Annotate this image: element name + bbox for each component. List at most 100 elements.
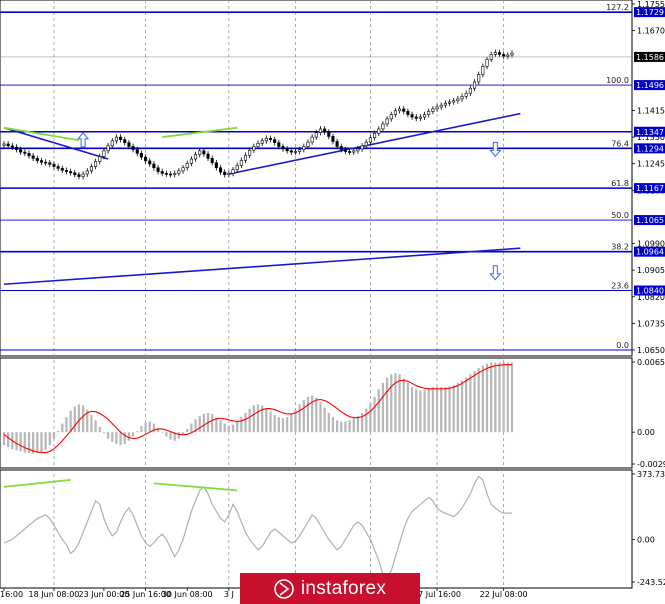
oscillator-divergence-line [153, 482, 238, 492]
macd-histogram-bar [465, 377, 468, 433]
candle-body [181, 167, 185, 172]
candle-body [448, 101, 452, 104]
fib-level-label: 38.2 [611, 243, 629, 252]
candle-body [327, 131, 331, 137]
candle-body [31, 155, 35, 159]
macd-histogram-bar [381, 382, 385, 433]
candle-body [148, 160, 152, 165]
macd-tick-label: -0.00297 [637, 460, 665, 469]
macd-axis: 0.00655 0.00 -0.00297 [632, 358, 665, 469]
candle-body [223, 171, 227, 175]
candle-body [260, 140, 264, 144]
oscillator-tick-label: -243.5270 [637, 578, 665, 587]
candle-body [381, 123, 385, 130]
macd-histogram-bar [123, 432, 126, 444]
macd-histogram-bar [211, 413, 214, 433]
macd-histogram-bar [27, 432, 31, 454]
candle-body [423, 114, 427, 118]
candle-body [331, 136, 335, 142]
candle-body [85, 170, 89, 175]
macd-histogram-bar [36, 432, 39, 454]
candle-body [493, 52, 497, 55]
candle-body [218, 167, 223, 173]
candle-body [144, 156, 148, 162]
candle-body [39, 160, 44, 163]
candle-body [293, 151, 298, 153]
macd-histogram-bar [273, 415, 276, 433]
candle-body [27, 153, 31, 157]
candle-body [402, 108, 406, 112]
candle-body [14, 146, 19, 150]
macd-histogram-bar [348, 420, 351, 433]
macd-histogram-bar [352, 418, 355, 433]
macd-histogram-bar [161, 432, 164, 433]
brand-banner[interactable]: instaforex [240, 573, 420, 604]
candle-body [110, 140, 114, 147]
candle-body [94, 161, 98, 167]
macd-histogram-bar [81, 405, 85, 433]
candle-body [235, 164, 239, 170]
candle-body [264, 138, 268, 142]
candle-body [19, 149, 23, 153]
macd-histogram-bar [410, 387, 414, 433]
candle-body [456, 98, 460, 102]
candle-body [152, 163, 156, 169]
macd-histogram-bar [32, 432, 35, 454]
candle-body [443, 102, 447, 106]
candle-body [139, 153, 143, 158]
candle-body [385, 118, 389, 125]
candle-body [114, 136, 118, 142]
macd-histogram-bar [423, 389, 426, 433]
macd-histogram-bar [360, 412, 364, 433]
macd-histogram-bar [390, 374, 393, 433]
macd-histogram-bar [306, 396, 310, 433]
candle-body [127, 142, 131, 147]
candle-body [185, 163, 189, 169]
candle-body [252, 146, 256, 151]
price-level-tag [634, 285, 665, 296]
candle-body [477, 74, 481, 83]
macd-indicator [2, 362, 514, 454]
time-tick-label: 16:00 [0, 590, 23, 599]
price-tick-label: 1.1755 [637, 0, 665, 9]
macd-histogram-bar [131, 432, 135, 437]
candle-body [248, 149, 252, 156]
candle-body [6, 143, 10, 147]
candle-body [177, 170, 181, 174]
candle-body [360, 145, 364, 150]
macd-histogram-bar [223, 423, 226, 433]
macd-histogram-bar [169, 432, 172, 440]
time-tick-label: 3 J [224, 590, 234, 599]
macd-histogram-bar [265, 408, 268, 433]
candle-body [10, 145, 14, 148]
macd-histogram-bar [290, 413, 293, 433]
candle-body [56, 166, 60, 169]
macd-histogram-bar [340, 421, 343, 433]
oscillator-tick-label: 0.00 [637, 535, 655, 544]
price-level-tag-label: 1.1167 [636, 184, 664, 193]
price-level-tag-label: 1.1065 [636, 216, 664, 225]
candle-body [198, 150, 202, 155]
candle-body [256, 143, 260, 147]
candle-body [431, 108, 435, 112]
candle-body [2, 143, 6, 146]
macd-histogram-bar [215, 417, 218, 433]
macd-histogram-bar [56, 431, 60, 433]
candle-body [48, 162, 52, 165]
macd-histogram-bar [165, 432, 168, 437]
candle-body [189, 158, 193, 164]
macd-histogram-bar [106, 432, 110, 439]
macd-panel-frame [0, 357, 633, 469]
candle-body [243, 154, 248, 161]
macd-histogram-bar [202, 413, 206, 433]
candle-body [194, 154, 198, 160]
green-divergence-line [3, 126, 80, 142]
price-level-tag-label: 1.1496 [636, 81, 664, 90]
macd-histogram-bar [510, 362, 514, 433]
candle-body [298, 149, 302, 152]
candle-body [156, 167, 160, 172]
price-level-tag-label: 1.0964 [636, 248, 664, 257]
macd-histogram-bar [69, 410, 72, 433]
price-tick-label: 1.0990 [637, 240, 665, 249]
